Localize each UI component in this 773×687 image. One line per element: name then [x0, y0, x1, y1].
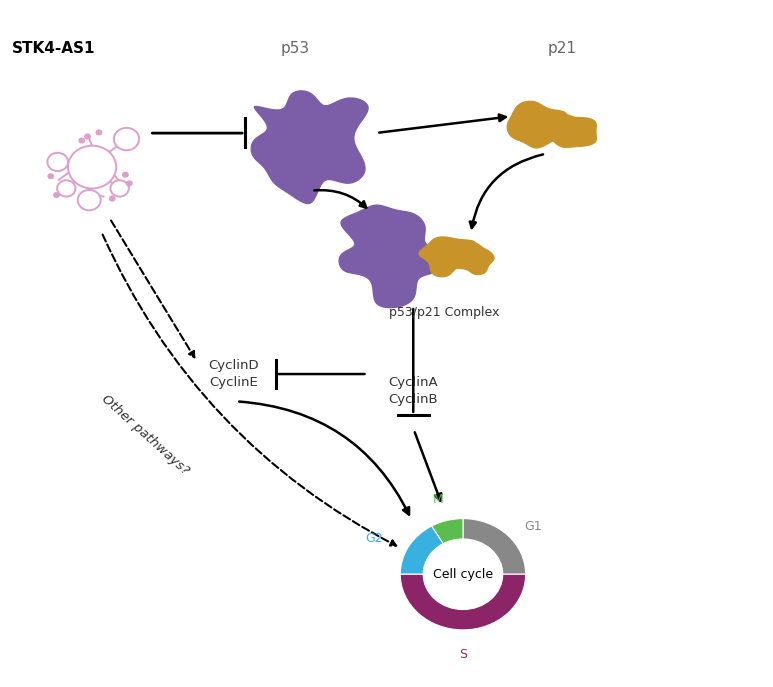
Circle shape — [122, 172, 129, 178]
Circle shape — [68, 146, 116, 188]
Polygon shape — [451, 243, 494, 275]
Polygon shape — [436, 247, 461, 265]
Polygon shape — [547, 117, 566, 139]
Text: p53/p21 Complex: p53/p21 Complex — [389, 306, 499, 319]
Text: G2: G2 — [366, 532, 383, 545]
Wedge shape — [400, 574, 526, 630]
Text: CyclinD
CyclinE: CyclinD CyclinE — [208, 359, 259, 389]
Text: STK4-AS1: STK4-AS1 — [12, 41, 95, 56]
Polygon shape — [550, 113, 596, 147]
Text: Cell cycle: Cell cycle — [433, 567, 493, 581]
Circle shape — [84, 133, 91, 139]
Circle shape — [47, 173, 54, 179]
Polygon shape — [251, 91, 368, 203]
Polygon shape — [419, 237, 475, 277]
Wedge shape — [431, 519, 463, 543]
Wedge shape — [400, 526, 443, 574]
Text: S: S — [459, 649, 467, 661]
Text: CyclinA
CyclinB: CyclinA CyclinB — [389, 376, 438, 406]
Polygon shape — [507, 102, 567, 148]
Text: G1: G1 — [525, 520, 542, 533]
Circle shape — [78, 190, 100, 210]
Circle shape — [111, 180, 129, 196]
Circle shape — [109, 196, 116, 202]
Circle shape — [126, 180, 133, 186]
Circle shape — [78, 137, 85, 144]
Circle shape — [53, 192, 60, 198]
Wedge shape — [463, 519, 526, 574]
Text: Other pathways?: Other pathways? — [100, 392, 192, 477]
Circle shape — [47, 153, 68, 171]
Text: p53: p53 — [280, 41, 309, 56]
Circle shape — [96, 129, 103, 135]
Text: p21: p21 — [548, 41, 577, 56]
Text: M: M — [433, 493, 444, 506]
Polygon shape — [339, 205, 445, 308]
Circle shape — [57, 180, 76, 196]
Circle shape — [114, 128, 139, 150]
